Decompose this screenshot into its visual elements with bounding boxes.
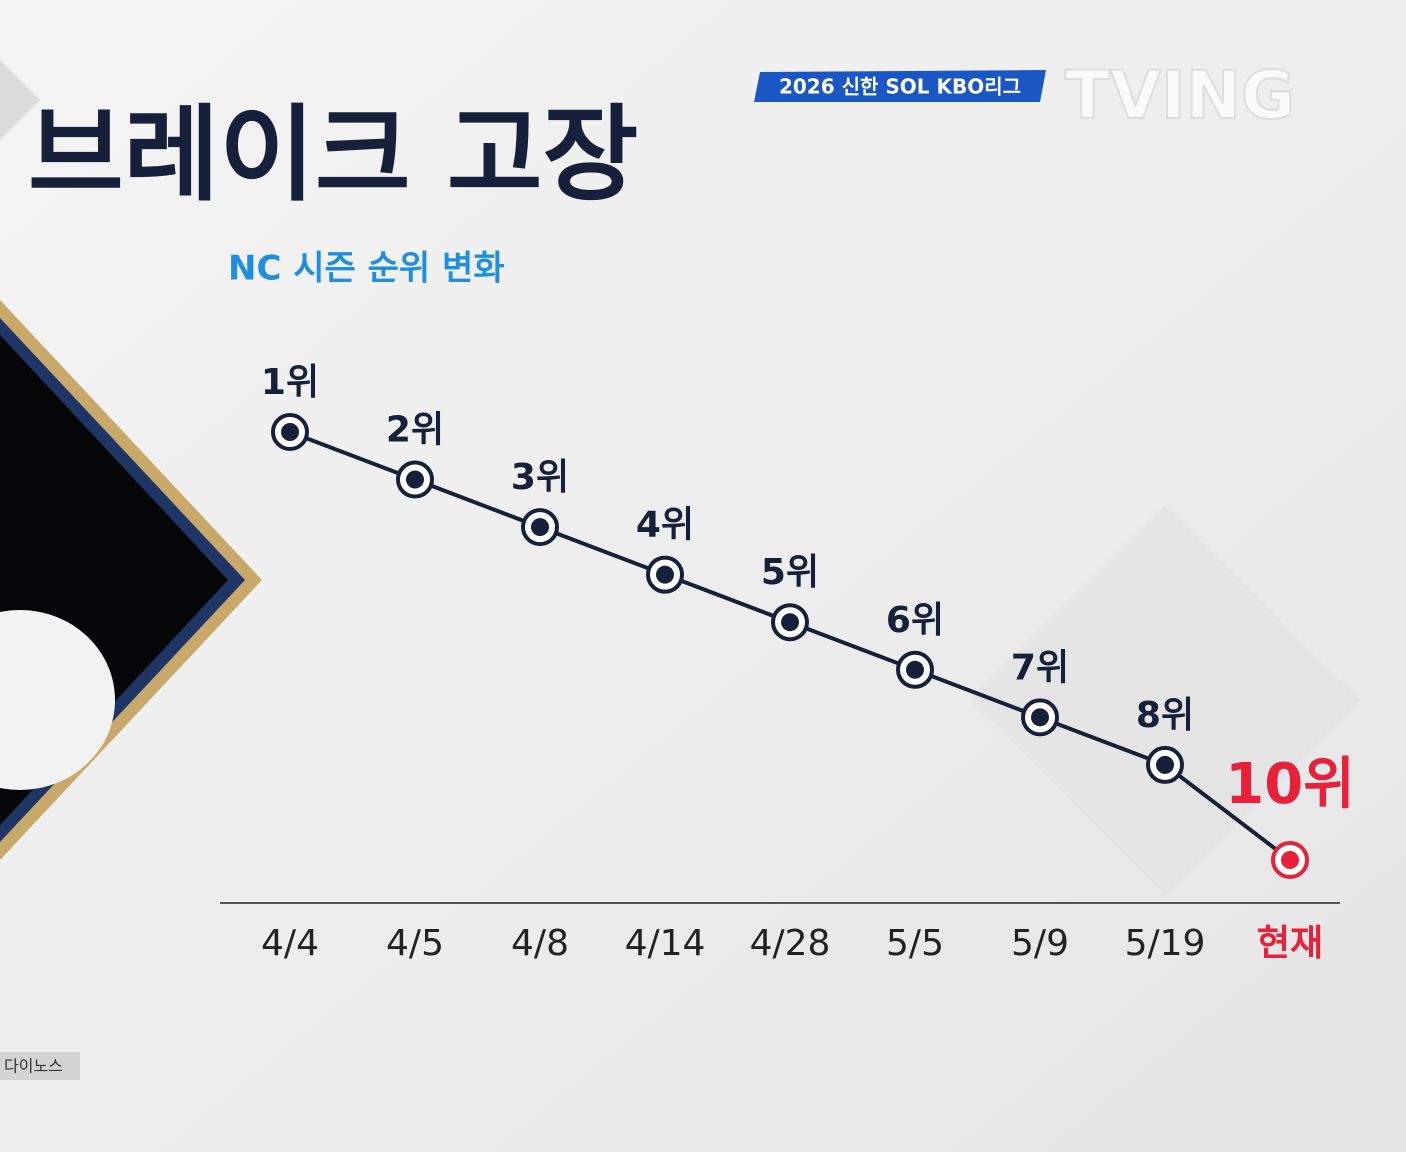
photo <box>0 610 115 790</box>
point-dot <box>406 470 424 489</box>
x-tick-label: 현재 <box>1257 923 1323 964</box>
point-dot <box>531 518 549 537</box>
data-label: 5위 <box>761 552 819 593</box>
point-dot <box>906 660 924 679</box>
data-label: 10위 <box>1225 752 1354 817</box>
point-dot <box>1031 708 1049 727</box>
point-dot <box>281 423 299 441</box>
photo-caption: 다이노스 <box>4 1057 63 1076</box>
caption-box <box>0 1052 80 1080</box>
point-dot <box>1156 755 1174 774</box>
data-label: 6위 <box>886 600 944 641</box>
data-label: 7위 <box>1011 647 1069 688</box>
x-tick-label: 5/19 <box>1125 923 1206 964</box>
chart-subtitle: NC 시즌 순위 변화 <box>228 249 505 289</box>
x-tick-label: 5/5 <box>886 923 944 964</box>
point-dot <box>656 565 674 584</box>
decor <box>0 60 40 140</box>
x-tick-label: 4/28 <box>750 923 831 964</box>
point-dot <box>1281 851 1299 869</box>
data-label: 8위 <box>1136 695 1194 736</box>
data-label: 3위 <box>511 457 569 498</box>
x-tick-label: 4/4 <box>261 923 319 964</box>
chart-title: 브레이크 고장 <box>28 93 638 215</box>
data-label: 2위 <box>386 410 444 451</box>
x-tick-label: 4/5 <box>386 923 444 964</box>
x-tick-label: 4/14 <box>625 923 706 964</box>
broadcaster-logo: TVING <box>1065 57 1295 134</box>
x-tick-label: 4/8 <box>511 923 569 964</box>
x-tick-label: 5/9 <box>1011 923 1069 964</box>
decor <box>970 505 1360 895</box>
data-label: 4위 <box>636 505 694 546</box>
point-dot <box>781 613 799 632</box>
league-logo: 2026 신한 SOL KBO리그 <box>779 75 1021 99</box>
logo-box <box>754 70 1046 102</box>
data-label: 1위 <box>261 362 319 403</box>
